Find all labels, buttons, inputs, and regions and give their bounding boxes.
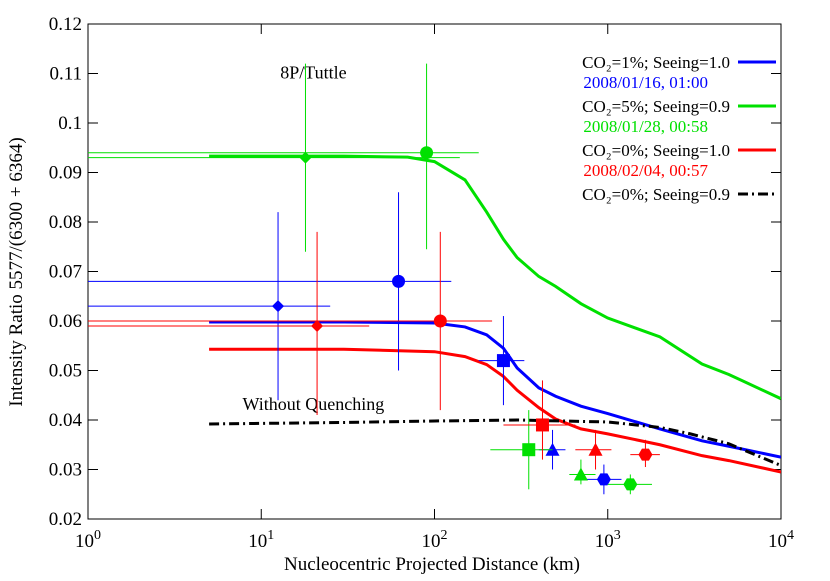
x-tick-label: 102	[422, 528, 448, 552]
y-tick-label: 0.02	[49, 509, 82, 530]
y-tick-label: 0.09	[49, 163, 82, 184]
marker	[299, 151, 312, 164]
y-tick-label: 0.03	[49, 460, 82, 481]
marker	[311, 319, 324, 332]
y-tick-label: 0.04	[49, 410, 83, 431]
legend-date: 2008/02/04, 00:57	[583, 161, 708, 180]
legend-date: 2008/01/16, 01:00	[583, 73, 708, 92]
legend-label: CO₂=1%; Seeing=1.0	[582, 53, 730, 72]
marker	[433, 314, 447, 328]
marker	[573, 467, 588, 481]
marker	[535, 418, 549, 432]
series-line	[209, 154, 781, 401]
marker	[392, 274, 406, 288]
legend-label: CO₂=0%; Seeing=0.9	[582, 185, 730, 204]
y-tick-label: 0.12	[49, 14, 82, 35]
marker	[420, 146, 434, 160]
y-tick-label: 0.11	[49, 64, 82, 85]
legend-label: CO₂=0%; Seeing=1.0	[582, 141, 730, 160]
y-tick-label: 0.1	[58, 113, 82, 134]
marker	[496, 354, 510, 368]
y-tick-label: 0.06	[49, 311, 82, 332]
marker	[272, 300, 285, 313]
y-axis-label: Intensity Ratio 5577/(6300 + 6364)	[6, 137, 27, 406]
marker	[638, 448, 653, 461]
series-line	[209, 347, 781, 474]
x-tick-label: 101	[248, 528, 274, 552]
x-tick-label: 100	[75, 528, 101, 552]
annotation: Without Quenching	[243, 394, 385, 414]
legend-date: 2008/01/28, 00:58	[583, 117, 708, 136]
y-tick-label: 0.08	[49, 212, 82, 233]
series-line	[209, 418, 781, 467]
series-line	[209, 320, 781, 459]
marker	[596, 473, 611, 486]
y-tick-label: 0.05	[49, 361, 82, 382]
y-tick-label: 0.07	[49, 262, 82, 283]
marker	[522, 443, 536, 457]
x-tick-label: 104	[768, 528, 794, 552]
annotation: 8P/Tuttle	[280, 62, 346, 82]
marker	[623, 478, 638, 491]
x-axis-label: Nucleocentric Projected Distance (km)	[284, 554, 580, 575]
marker	[588, 442, 603, 456]
x-tick-label: 103	[595, 528, 621, 552]
legend-label: CO₂=5%; Seeing=0.9	[582, 97, 730, 116]
